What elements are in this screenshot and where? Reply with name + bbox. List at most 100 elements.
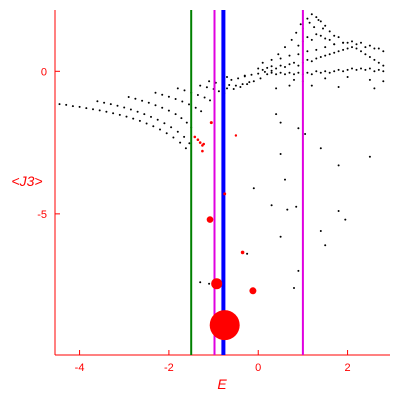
red-data-point: [206, 216, 214, 223]
black-data-point: [315, 70, 318, 73]
black-data-point: [297, 44, 300, 47]
black-data-point: [324, 46, 327, 49]
black-data-point: [290, 38, 293, 41]
black-data-point: [105, 110, 108, 113]
red-points-layer: [193, 121, 257, 341]
black-data-point: [324, 244, 327, 247]
red-data-point: [211, 278, 223, 290]
black-data-point: [306, 36, 309, 39]
black-data-point: [382, 50, 385, 53]
black-data-point: [286, 208, 289, 211]
black-data-point: [252, 80, 255, 83]
black-data-point: [355, 68, 358, 71]
black-data-point: [270, 65, 273, 68]
black-data-point: [337, 68, 340, 71]
red-data-point: [234, 134, 238, 137]
black-data-point: [228, 84, 231, 86]
black-data-point: [319, 147, 322, 150]
black-data-point: [226, 76, 228, 78]
black-data-point: [230, 78, 233, 81]
red-data-point: [223, 192, 227, 196]
black-data-point: [103, 101, 106, 104]
black-data-point: [200, 110, 203, 113]
black-data-point: [196, 94, 199, 96]
black-data-point: [279, 71, 282, 74]
black-data-point: [241, 83, 244, 86]
black-data-point: [313, 26, 316, 29]
black-data-point: [165, 132, 168, 135]
black-data-point: [328, 38, 331, 41]
black-data-point: [134, 97, 137, 100]
black-data-point: [368, 155, 371, 158]
black-data-point: [167, 95, 170, 98]
black-data-point: [270, 58, 273, 61]
black-data-point: [315, 33, 318, 36]
black-data-point: [259, 77, 262, 80]
black-data-point: [364, 53, 367, 56]
black-data-point: [167, 109, 170, 112]
red-data-point: [209, 121, 213, 125]
black-data-point: [337, 164, 340, 167]
black-data-point: [205, 86, 208, 89]
black-data-point: [203, 96, 206, 99]
red-data-point: [201, 149, 204, 153]
black-data-point: [261, 68, 264, 71]
black-data-point: [315, 16, 318, 19]
black-data-point: [328, 71, 331, 74]
black-data-point: [288, 63, 291, 66]
black-data-point: [344, 218, 347, 221]
black-data-point: [277, 53, 280, 56]
black-data-point: [188, 142, 191, 145]
x-tick-label: -2: [164, 362, 174, 374]
black-data-point: [288, 54, 291, 57]
black-data-point: [65, 103, 68, 106]
black-data-point: [346, 41, 349, 44]
black-data-point: [297, 64, 300, 67]
black-data-point: [199, 84, 202, 87]
black-data-point: [310, 60, 313, 63]
black-data-point: [310, 13, 313, 16]
ticks-layer: -4 -2 0 2 0 -5: [37, 66, 350, 374]
black-data-point: [333, 43, 336, 46]
black-data-point: [217, 90, 220, 93]
black-data-point: [232, 88, 235, 90]
black-data-point: [275, 113, 278, 116]
black-data-point: [279, 64, 282, 67]
black-data-point: [246, 252, 249, 255]
red-data-point: [240, 250, 245, 255]
black-data-point: [310, 38, 313, 41]
black-data-point: [342, 48, 345, 51]
black-data-point: [299, 23, 302, 26]
black-data-point: [351, 40, 353, 43]
black-data-point: [284, 66, 286, 68]
black-data-point: [78, 105, 81, 108]
red-data-point: [209, 310, 240, 341]
red-data-point: [201, 144, 204, 147]
black-data-point: [109, 103, 112, 106]
black-data-point: [342, 41, 345, 44]
black-data-point: [373, 70, 376, 73]
red-data-point: [198, 141, 202, 144]
black-data-point: [324, 54, 327, 57]
black-data-point: [127, 96, 130, 98]
black-data-point: [360, 50, 362, 53]
black-data-point: [176, 87, 179, 90]
y-tick-label: -5: [37, 209, 47, 221]
red-data-point: [193, 135, 197, 139]
black-data-point: [199, 281, 202, 284]
black-data-point: [185, 121, 188, 124]
black-data-point: [319, 230, 322, 232]
black-data-point: [161, 106, 164, 109]
black-data-point: [324, 24, 327, 27]
black-data-point: [297, 269, 300, 272]
black-data-point: [355, 47, 358, 50]
black-data-point: [328, 30, 331, 33]
black-data-point: [306, 17, 309, 20]
x-tick-label: 2: [345, 362, 351, 374]
black-data-point: [275, 73, 278, 76]
black-data-point: [98, 109, 101, 112]
black-data-point: [163, 122, 166, 125]
black-data-point: [279, 57, 282, 60]
